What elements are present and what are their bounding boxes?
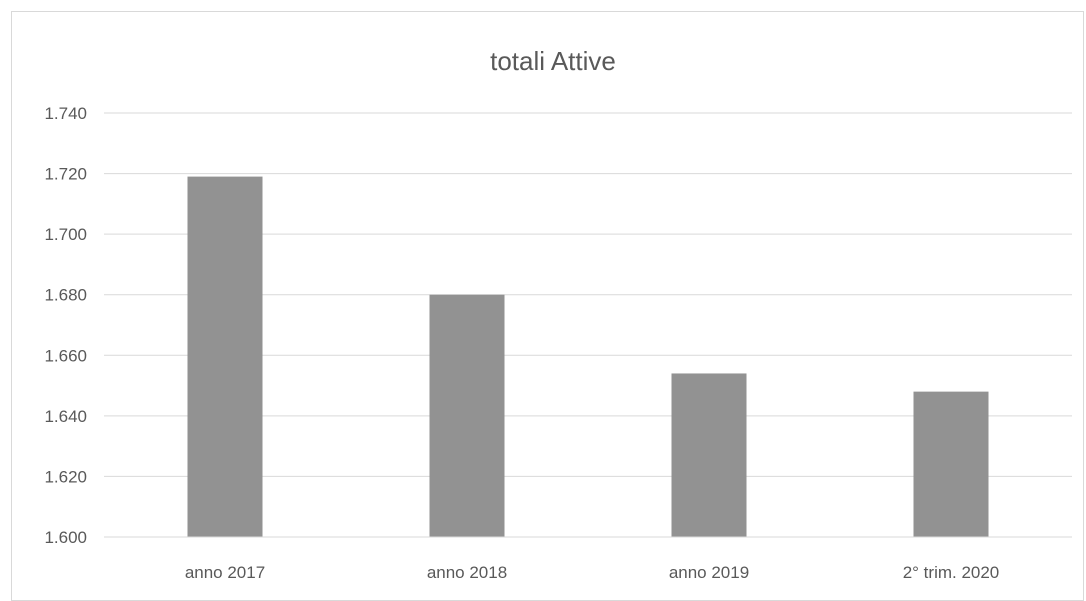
x-tick-label: 2° trim. 2020 <box>903 563 1000 582</box>
y-axis-labels: 1.600 1.620 1.640 1.660 1.680 1.700 1.720 1.740 <box>44 104 87 547</box>
bars <box>187 176 989 537</box>
chart-title: totali Attive <box>490 46 616 76</box>
y-tick-label: 1.700 <box>44 225 87 244</box>
x-tick-label: anno 2018 <box>427 563 507 582</box>
y-tick-label: 1.640 <box>44 407 87 426</box>
bar <box>187 176 263 537</box>
bar <box>671 373 747 537</box>
y-tick-label: 1.720 <box>44 165 87 184</box>
x-axis-labels: anno 2017 anno 2018 anno 2019 2° trim. 2020 <box>185 563 999 582</box>
y-tick-label: 1.680 <box>44 286 87 305</box>
y-tick-label: 1.740 <box>44 104 87 123</box>
gridlines <box>104 112 1072 477</box>
y-tick-label: 1.600 <box>44 528 87 547</box>
y-tick-label: 1.620 <box>44 467 87 486</box>
y-tick-label: 1.660 <box>44 346 87 365</box>
x-tick-label: anno 2019 <box>669 563 749 582</box>
x-tick-label: anno 2017 <box>185 563 265 582</box>
bar <box>913 391 989 537</box>
bar <box>429 294 505 537</box>
